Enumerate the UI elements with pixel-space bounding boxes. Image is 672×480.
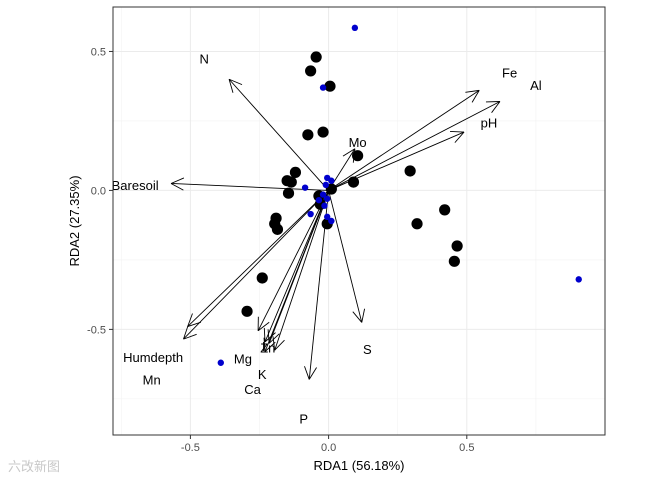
arrow-label-s: S xyxy=(363,342,372,357)
site-point xyxy=(439,204,451,216)
species-point xyxy=(328,177,335,184)
arrow-i xyxy=(263,190,330,343)
species-point xyxy=(319,191,327,198)
arrow-label-zn: Zn xyxy=(260,340,275,355)
arrow-label-mg: Mg xyxy=(234,352,252,367)
arrow-k xyxy=(263,190,330,352)
arrow-baresoil xyxy=(170,177,329,191)
species-point xyxy=(324,213,331,221)
species-points xyxy=(217,24,582,366)
arrow-mn xyxy=(183,190,329,340)
species-point xyxy=(575,276,582,283)
species-point xyxy=(319,84,327,91)
arrow-n xyxy=(228,78,329,191)
arrow-al xyxy=(328,101,501,191)
env-arrows xyxy=(170,78,501,380)
arrow-label-k: K xyxy=(258,367,267,382)
species-point xyxy=(217,359,224,366)
watermark: 六改新图 xyxy=(8,460,61,475)
site-point xyxy=(271,223,284,235)
y-tick-label: -0.5 xyxy=(87,324,106,336)
arrow-label-baresoil: Baresoil xyxy=(112,178,159,193)
arrow-label-ca: Ca xyxy=(244,382,261,397)
x-tick-label: 0.0 xyxy=(321,442,336,454)
arrow-label-humdepth: Humdepth xyxy=(123,350,183,365)
species-point xyxy=(315,196,323,204)
panel-border xyxy=(112,6,606,436)
site-point xyxy=(302,129,314,141)
site-point xyxy=(281,175,293,187)
site-point xyxy=(241,305,253,317)
y-axis-title: RDA2 (27.35%) xyxy=(67,175,82,266)
species-point xyxy=(351,24,359,32)
site-point xyxy=(282,187,295,199)
x-tick-label: 0.5 xyxy=(459,442,474,454)
site-point xyxy=(256,272,268,284)
arrow-mg xyxy=(257,190,329,332)
axis-ticks: -0.5 0.0 0.5 -0.5 0.0 0.5 xyxy=(87,46,474,454)
x-tick-label: -0.5 xyxy=(181,442,200,454)
panel-background xyxy=(113,7,605,435)
arrow-label-p: P xyxy=(299,411,308,426)
arrow-label-ph: pH xyxy=(481,115,498,130)
species-point xyxy=(301,184,309,191)
arrow-label-fe: Fe xyxy=(502,65,517,80)
y-tick-label: 0.5 xyxy=(91,46,106,58)
site-point xyxy=(451,240,463,252)
arrow-label-mn: Mn xyxy=(143,372,161,387)
arrow-label-mo: Mo xyxy=(349,135,367,150)
arrow-label-n: N xyxy=(200,51,209,66)
site-point xyxy=(317,126,329,138)
species-point xyxy=(328,217,335,225)
species-point xyxy=(307,210,314,218)
site-point xyxy=(352,150,364,162)
y-tick-label: 0.0 xyxy=(91,185,106,197)
species-point xyxy=(324,195,331,202)
arrow-label-i: I xyxy=(262,339,266,354)
arrow-fe xyxy=(328,89,480,191)
arrow-label-al: Al xyxy=(530,78,542,93)
site-point xyxy=(411,218,423,230)
site-point xyxy=(324,80,336,92)
species-point xyxy=(321,202,328,209)
arrow-s xyxy=(328,190,366,323)
x-axis-title: RDA1 (56.18%) xyxy=(313,458,404,473)
site-point xyxy=(448,255,460,267)
site-point xyxy=(289,166,302,178)
site-point xyxy=(310,51,322,63)
site-point xyxy=(404,165,416,177)
species-point xyxy=(322,181,330,189)
site-point xyxy=(305,65,317,77)
site-point xyxy=(347,176,360,188)
